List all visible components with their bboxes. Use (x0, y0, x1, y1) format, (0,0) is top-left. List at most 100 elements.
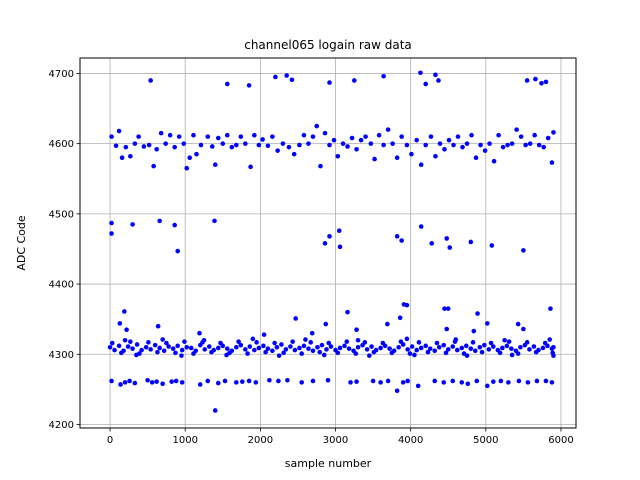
data-point (371, 349, 377, 355)
data-point (451, 142, 456, 148)
data-point (533, 76, 538, 82)
data-point (364, 347, 370, 352)
data-point (252, 347, 257, 353)
data-point (116, 343, 122, 349)
data-point (270, 134, 275, 139)
data-point (146, 142, 152, 148)
data-point (453, 337, 459, 342)
data-point (534, 378, 540, 384)
data-point (502, 337, 507, 343)
data-point (542, 340, 548, 346)
data-point (442, 306, 447, 311)
data-point (119, 155, 125, 160)
data-point (381, 73, 386, 79)
data-point (157, 345, 162, 351)
data-point (292, 347, 298, 353)
x-axis-label: sample number (285, 457, 372, 470)
data-point (505, 142, 510, 148)
data-point (409, 151, 414, 157)
data-point (265, 346, 271, 351)
data-point (236, 339, 241, 344)
data-point (212, 218, 217, 224)
data-point (387, 346, 392, 351)
data-point (445, 347, 451, 352)
data-point (164, 340, 169, 346)
data-point (173, 378, 179, 384)
data-point (370, 378, 376, 384)
data-point (335, 153, 341, 159)
data-point (288, 344, 293, 349)
data-point (325, 377, 331, 383)
data-points (107, 70, 556, 413)
data-point (299, 380, 304, 385)
data-point (450, 378, 456, 384)
data-point (399, 238, 404, 243)
data-point (122, 309, 127, 314)
data-point (500, 144, 506, 150)
data-point (378, 380, 383, 385)
data-point (469, 132, 474, 138)
data-point (139, 347, 144, 353)
data-point (533, 349, 539, 355)
data-point (284, 73, 289, 78)
data-point (290, 339, 295, 344)
data-point (198, 142, 204, 148)
data-point (527, 347, 532, 352)
data-point (279, 342, 284, 347)
data-point (447, 245, 453, 250)
data-point (260, 137, 265, 142)
data-point (464, 141, 470, 146)
data-point (117, 321, 123, 326)
data-point (209, 144, 215, 149)
data-point (514, 127, 519, 132)
data-point (245, 351, 250, 356)
data-point (327, 142, 332, 148)
data-point (482, 148, 488, 153)
data-point (488, 340, 494, 346)
x-tick-label: 6000 (548, 435, 573, 446)
data-point (485, 321, 490, 326)
data-point (110, 340, 115, 346)
data-point (441, 342, 447, 348)
data-point (176, 134, 182, 139)
data-point (418, 70, 423, 76)
data-point (429, 241, 435, 246)
data-point (215, 380, 221, 386)
data-point (498, 378, 504, 384)
data-point (229, 144, 235, 150)
data-point (157, 218, 162, 224)
data-point (549, 380, 555, 385)
data-point (308, 340, 314, 345)
data-point (509, 352, 515, 358)
data-point (234, 344, 239, 350)
data-point (362, 340, 368, 345)
data-point (197, 330, 202, 336)
data-point (354, 146, 359, 152)
data-point (353, 351, 359, 356)
data-point (254, 340, 259, 345)
data-point (444, 236, 450, 241)
data-point (310, 134, 316, 139)
data-point (191, 351, 196, 356)
data-point (160, 381, 165, 387)
data-point (485, 383, 490, 389)
x-axis-ticks: 0 1000 2000 3000 4000 5000 6000 (107, 428, 574, 446)
data-point (301, 132, 307, 138)
data-point (418, 162, 424, 168)
data-point (473, 155, 479, 160)
data-point (509, 346, 514, 351)
data-point (179, 347, 185, 353)
data-point (423, 343, 428, 349)
data-point (369, 344, 374, 349)
data-point (322, 241, 328, 246)
data-point (425, 349, 431, 355)
data-point (464, 353, 470, 358)
data-point (134, 352, 139, 358)
data-point (220, 141, 226, 146)
data-point (297, 142, 302, 148)
data-point (346, 346, 352, 351)
data-point (344, 339, 350, 344)
y-tick-label: 4200 (49, 420, 74, 431)
